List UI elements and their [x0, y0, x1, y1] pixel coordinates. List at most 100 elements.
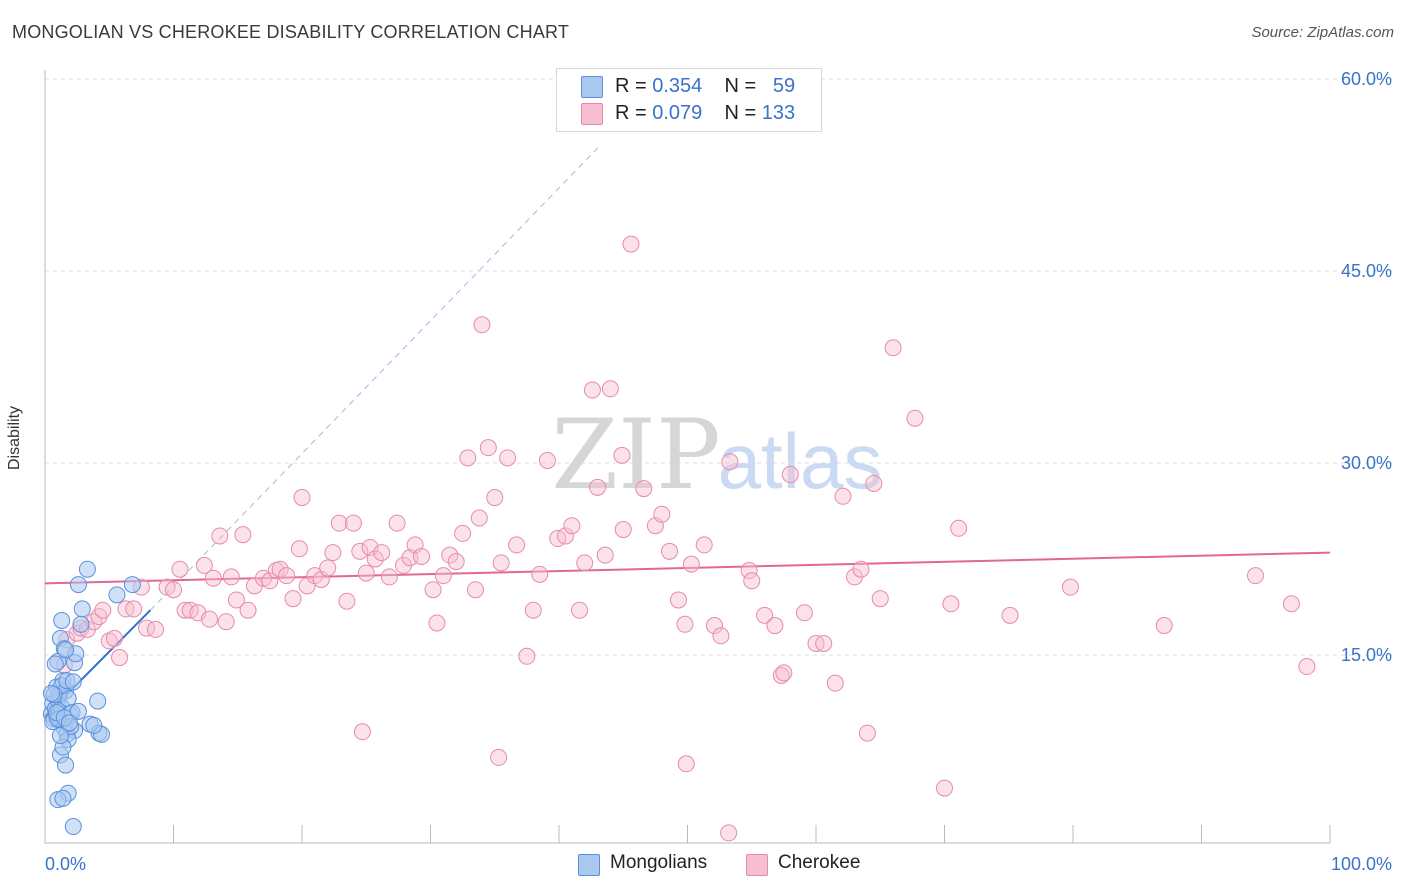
mongolians-swatch: [581, 76, 603, 98]
mongolians-point: [108, 586, 126, 604]
cherokee-point: [366, 550, 384, 568]
cherokee-point: [234, 526, 252, 544]
n-label: N =: [724, 102, 757, 124]
cherokee-point: [176, 601, 194, 619]
r-label: R =: [615, 102, 647, 124]
mongolians-point: [64, 673, 82, 691]
cherokee-point: [195, 556, 213, 574]
mongolians-points: [42, 560, 141, 836]
cherokee-point: [712, 627, 730, 645]
cherokee-point: [653, 505, 671, 523]
y-tick-label: 30.0%: [1341, 453, 1392, 473]
cherokee-point: [211, 527, 229, 545]
cherokee-point: [508, 536, 526, 554]
mongolians-point: [85, 716, 103, 734]
cherokee-point: [538, 451, 556, 469]
mongolians-point: [72, 615, 90, 633]
mongolians-point: [60, 714, 78, 732]
cherokee-point: [865, 474, 883, 492]
cherokee-point: [459, 449, 477, 467]
mongolians-point: [123, 576, 141, 594]
cherokee-point: [330, 514, 348, 532]
y-tick-label: 15.0%: [1341, 645, 1392, 665]
cherokee-point: [576, 554, 594, 572]
cherokee-point: [479, 439, 497, 457]
cherokee-point: [601, 380, 619, 398]
cherokee-point: [766, 617, 784, 635]
cherokee-point: [239, 601, 257, 619]
mongolians-point: [89, 692, 107, 710]
cherokee-point: [125, 600, 143, 618]
cherokee-point: [1246, 567, 1264, 585]
cherokee-point: [271, 560, 289, 578]
n-label: N =: [724, 75, 757, 97]
y-tick-label: 45.0%: [1341, 261, 1392, 281]
cherokee-point: [466, 581, 484, 599]
cherokee-legend-swatch: [746, 854, 768, 876]
mongolians-point: [51, 727, 69, 745]
mongolians-legend-swatch: [578, 854, 600, 876]
cherokee-point: [434, 567, 452, 585]
mongolians-point: [64, 818, 82, 836]
cherokee-point: [583, 381, 601, 399]
cherokee-point: [165, 581, 182, 599]
mongolians-point: [46, 655, 64, 673]
cherokee-point: [695, 536, 713, 554]
cherokee-point: [353, 723, 371, 741]
cherokee-point: [338, 592, 356, 610]
cherokee-point: [344, 514, 362, 532]
cherokee-point: [676, 615, 694, 633]
cherokee-point: [1155, 617, 1173, 635]
cherokee-point: [227, 591, 245, 609]
cherokee-point: [490, 748, 508, 766]
cherokee-point: [319, 559, 337, 577]
cherokee-point: [1298, 658, 1316, 676]
cherokee-point: [1061, 578, 1079, 596]
cherokee-point: [795, 604, 813, 622]
cherokee-point: [1282, 595, 1300, 613]
mongolians-point: [78, 560, 96, 578]
cherokee-point: [936, 779, 953, 797]
cherokee-point: [518, 647, 536, 665]
cherokee-point: [357, 564, 375, 582]
cherokee-point: [447, 553, 465, 571]
cherokee-trend-line: [44, 551, 1331, 585]
cherokee-point: [858, 724, 876, 742]
mongolians-point: [69, 576, 87, 594]
mongolians-point: [73, 600, 91, 618]
cherokee-point: [147, 620, 165, 638]
cherokee-points: [55, 235, 1316, 842]
cherokee-point: [204, 569, 222, 587]
cherokee-point: [682, 555, 700, 573]
mongolians-legend-label: Mongolians: [610, 852, 708, 873]
cherokee-point: [556, 527, 574, 545]
cherokee-point: [94, 601, 112, 619]
cherokee-point: [278, 567, 296, 585]
mongolians-point: [57, 641, 75, 659]
cherokee-point: [950, 519, 968, 537]
cherokee-point: [775, 664, 793, 682]
cherokee-point: [531, 565, 549, 583]
cherokee-point: [884, 339, 902, 357]
cherokee-point: [222, 568, 240, 586]
mongolians-point: [42, 684, 60, 702]
mongolians-trend-extension: [150, 147, 598, 611]
cherokee-point: [721, 453, 739, 471]
cherokee-point: [677, 755, 695, 773]
cherokee-point: [290, 540, 308, 558]
watermark-atlas: atlas: [718, 417, 883, 505]
cherokee-point: [499, 449, 517, 467]
cherokee-point: [852, 560, 870, 578]
cherokee-point: [470, 509, 488, 527]
cherokee-point: [720, 824, 738, 842]
cherokee-point: [942, 595, 960, 613]
cherokee-point: [217, 613, 235, 631]
cherokee-point: [670, 591, 688, 609]
cherokee-point: [454, 524, 472, 542]
mongolians-point: [54, 789, 72, 807]
cherokee-point: [622, 235, 640, 253]
cherokee-point: [563, 517, 581, 535]
cherokee-point: [740, 562, 758, 580]
x-tick-label-end: 100.0%: [1331, 854, 1392, 874]
